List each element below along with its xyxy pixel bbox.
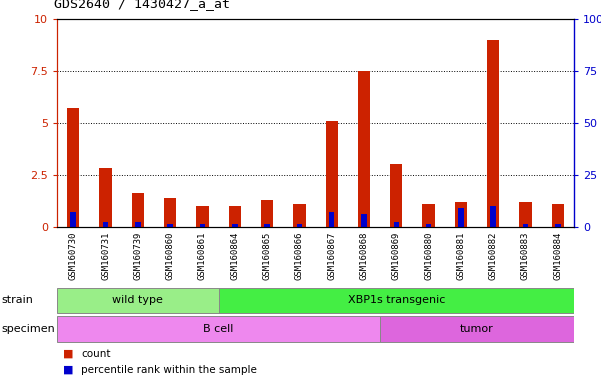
Bar bbox=[487, 40, 499, 227]
Bar bbox=[490, 206, 496, 227]
Bar bbox=[455, 202, 467, 227]
Text: GSM160867: GSM160867 bbox=[327, 231, 336, 280]
Bar bbox=[326, 121, 338, 227]
Text: GSM160861: GSM160861 bbox=[198, 231, 207, 280]
Text: percentile rank within the sample: percentile rank within the sample bbox=[81, 365, 257, 375]
Bar bbox=[103, 222, 108, 227]
Bar bbox=[228, 206, 241, 227]
Bar bbox=[70, 212, 76, 227]
Text: tumor: tumor bbox=[460, 324, 494, 334]
Text: ■: ■ bbox=[63, 365, 73, 375]
Bar bbox=[523, 225, 528, 227]
Text: GSM160880: GSM160880 bbox=[424, 231, 433, 280]
Bar bbox=[519, 202, 532, 227]
Text: GSM160865: GSM160865 bbox=[263, 231, 272, 280]
Text: GSM160866: GSM160866 bbox=[295, 231, 304, 280]
Bar bbox=[358, 71, 370, 227]
Text: ■: ■ bbox=[63, 349, 73, 359]
Bar bbox=[555, 225, 561, 227]
Bar bbox=[261, 200, 273, 227]
Text: GSM160868: GSM160868 bbox=[359, 231, 368, 280]
Bar bbox=[132, 194, 144, 227]
Text: GSM160884: GSM160884 bbox=[554, 231, 563, 280]
Text: GDS2640 / 1430427_a_at: GDS2640 / 1430427_a_at bbox=[54, 0, 230, 10]
Bar bbox=[390, 164, 403, 227]
Bar bbox=[168, 225, 173, 227]
Text: GSM160881: GSM160881 bbox=[456, 231, 465, 280]
Text: count: count bbox=[81, 349, 111, 359]
Bar bbox=[57, 316, 380, 342]
Bar bbox=[458, 208, 463, 227]
Text: XBP1s transgenic: XBP1s transgenic bbox=[347, 295, 445, 305]
Bar bbox=[394, 222, 399, 227]
Bar bbox=[426, 225, 432, 227]
Text: GSM160860: GSM160860 bbox=[166, 231, 175, 280]
Text: GSM160882: GSM160882 bbox=[489, 231, 498, 280]
Bar bbox=[380, 316, 574, 342]
Text: GSM160731: GSM160731 bbox=[101, 231, 110, 280]
Text: specimen: specimen bbox=[1, 324, 55, 334]
Text: B cell: B cell bbox=[203, 324, 234, 334]
Bar bbox=[232, 225, 237, 227]
Bar bbox=[293, 204, 305, 227]
Bar bbox=[197, 206, 209, 227]
Text: GSM160730: GSM160730 bbox=[69, 231, 78, 280]
Bar bbox=[67, 108, 79, 227]
Bar bbox=[164, 197, 176, 227]
Bar bbox=[200, 225, 205, 227]
Bar bbox=[423, 204, 435, 227]
Bar bbox=[99, 169, 112, 227]
Bar bbox=[264, 225, 270, 227]
Text: strain: strain bbox=[1, 295, 33, 306]
Bar bbox=[361, 214, 367, 227]
Text: GSM160864: GSM160864 bbox=[230, 231, 239, 280]
Bar bbox=[219, 288, 574, 313]
Bar bbox=[552, 204, 564, 227]
Bar bbox=[57, 288, 219, 313]
Text: GSM160739: GSM160739 bbox=[133, 231, 142, 280]
Bar bbox=[135, 222, 141, 227]
Text: GSM160869: GSM160869 bbox=[392, 231, 401, 280]
Bar bbox=[297, 225, 302, 227]
Text: wild type: wild type bbox=[112, 295, 163, 305]
Text: GSM160883: GSM160883 bbox=[521, 231, 530, 280]
Bar bbox=[329, 212, 334, 227]
